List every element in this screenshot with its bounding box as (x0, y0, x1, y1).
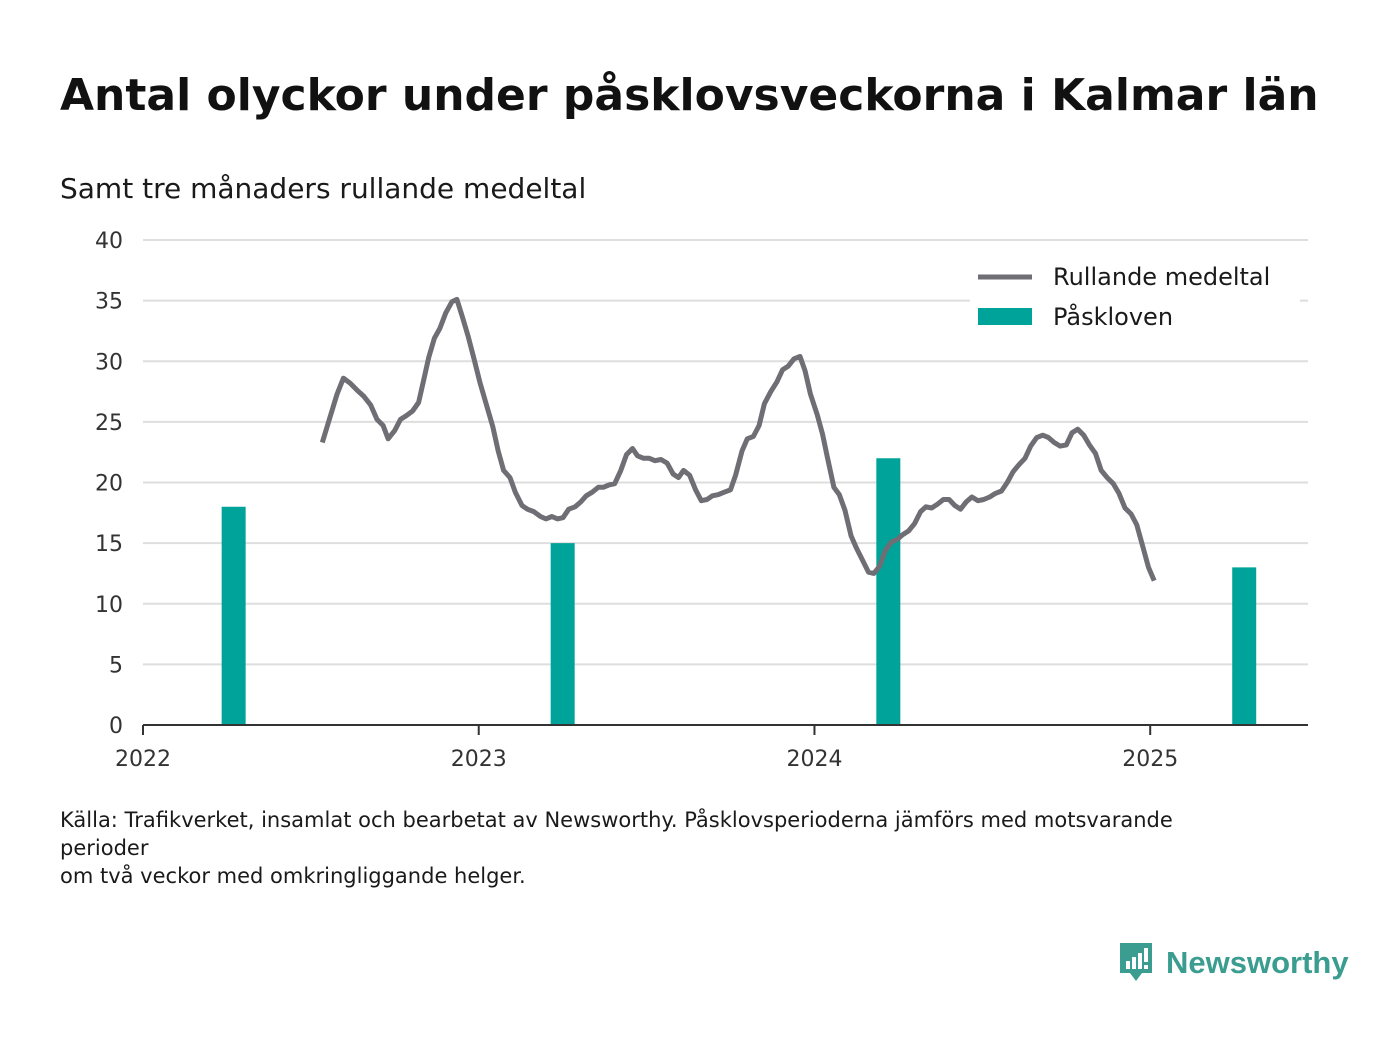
source-note: Källa: Trafikverket, insamlat och bearbe… (60, 806, 1280, 890)
y-tick-label: 30 (95, 350, 123, 375)
legend-label-paskloven: Påskloven (1053, 302, 1173, 331)
chart-title: Antal olyckor under påsklovsveckorna i K… (60, 70, 1319, 121)
y-tick-label: 25 (95, 411, 123, 436)
y-tick-label: 40 (95, 229, 123, 254)
brand-logo: Newsworthy (1118, 940, 1349, 986)
source-line-1: Källa: Trafikverket, insamlat och bearbe… (60, 808, 1173, 832)
legend: Rullande medeltal Påskloven (970, 262, 1300, 348)
x-tick-label: 2022 (115, 747, 171, 772)
x-tick-label: 2023 (451, 747, 507, 772)
bar-paskloven (1232, 567, 1257, 725)
newsworthy-logo-icon (1120, 943, 1152, 981)
y-tick-label: 15 (95, 532, 123, 557)
y-axis-tick-labels: 0 5 10 15 20 25 30 35 40 (95, 229, 123, 739)
source-line-2: perioder (60, 836, 149, 860)
bar-paskloven (550, 543, 575, 725)
y-tick-label: 5 (109, 653, 123, 678)
legend-label-rullande-medeltal: Rullande medeltal (1053, 263, 1270, 291)
bar-paskloven (221, 506, 246, 725)
x-axis: 2022 2023 2024 2025 (115, 724, 1308, 772)
line-rullande-medeltal (319, 296, 1157, 582)
source-line-3: om två veckor med omkringliggande helger… (60, 864, 526, 888)
brand-name: Newsworthy (1166, 945, 1349, 980)
y-tick-label: 35 (95, 290, 123, 315)
y-tick-label: 20 (95, 472, 123, 497)
chart-subtitle: Samt tre månaders rullande medeltal (60, 172, 587, 205)
bar-paskloven (876, 458, 901, 725)
legend-bar-swatch (978, 308, 1032, 325)
bar-series-paskloven (221, 458, 1257, 725)
x-tick-label: 2025 (1122, 747, 1178, 772)
y-tick-label: 10 (95, 593, 123, 618)
x-tick-label: 2024 (786, 747, 842, 772)
y-tick-label: 0 (109, 714, 123, 739)
line-series-rullande-medeltal (319, 296, 1157, 582)
